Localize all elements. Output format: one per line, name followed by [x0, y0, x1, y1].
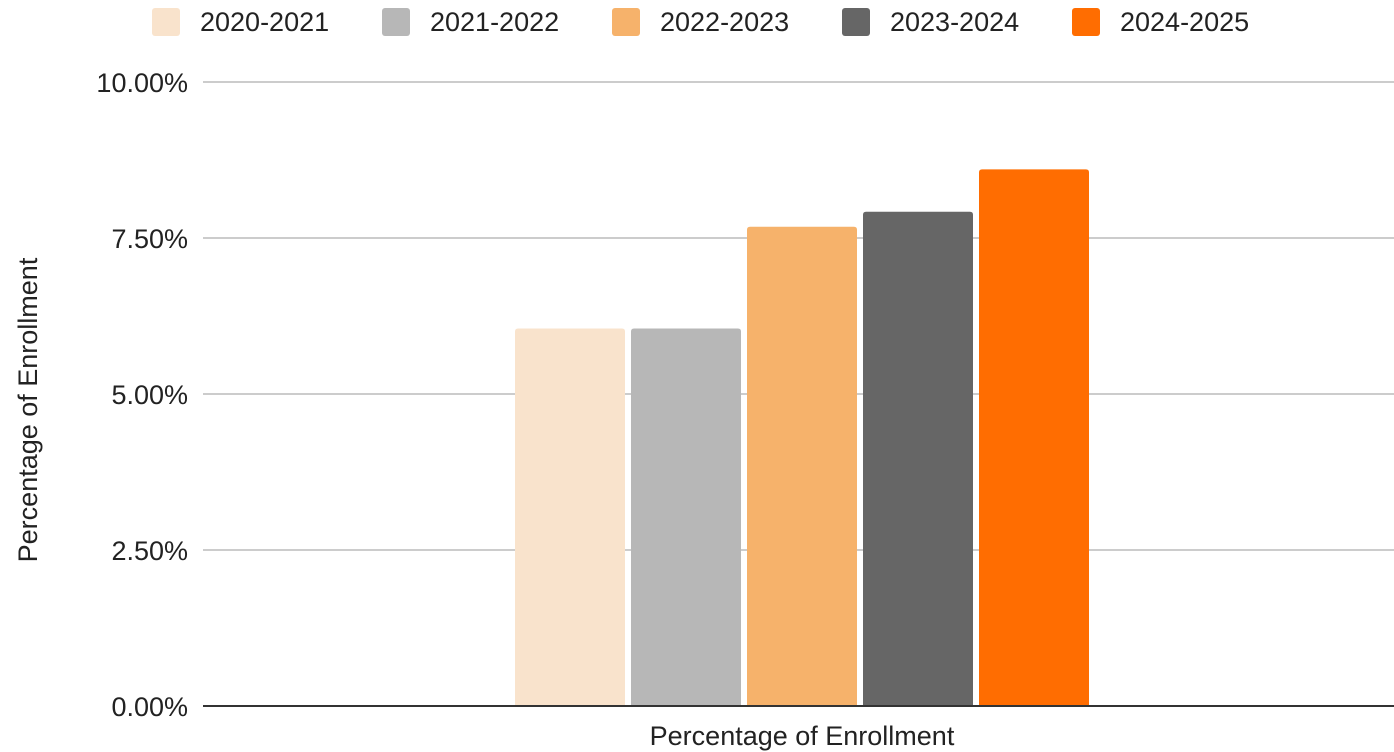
legend-swatch [382, 8, 410, 36]
legend-label: 2022-2023 [660, 7, 789, 37]
legend-swatch [842, 8, 870, 36]
legend-item-2023-2024[interactable]: 2023-2024 [842, 7, 1019, 37]
y-tick-label: 0.00% [111, 692, 188, 722]
bar-2023-2024[interactable] [863, 211, 973, 707]
y-tick-label: 2.50% [111, 536, 188, 566]
legend-item-2022-2023[interactable]: 2022-2023 [612, 7, 789, 37]
y-tick-label: 5.00% [111, 380, 188, 410]
y-tick-label: 10.00% [96, 68, 188, 98]
legend-swatch [152, 8, 180, 36]
legend-label: 2024-2025 [1120, 7, 1249, 37]
bar-2022-2023[interactable] [747, 226, 857, 706]
legend-item-2024-2025[interactable]: 2024-2025 [1072, 7, 1249, 37]
bar-2024-2025[interactable] [979, 169, 1089, 707]
x-axis-title: Percentage of Enrollment [650, 721, 955, 751]
legend-label: 2020-2021 [200, 7, 329, 37]
legend-swatch [1072, 8, 1100, 36]
legend-swatch [612, 8, 640, 36]
legend-item-2021-2022[interactable]: 2021-2022 [382, 7, 559, 37]
legend-label: 2021-2022 [430, 7, 559, 37]
y-tick-label: 7.50% [111, 224, 188, 254]
legend-item-2020-2021[interactable]: 2020-2021 [152, 7, 329, 37]
bar-2020-2021[interactable] [515, 328, 625, 706]
y-tick-labels: 0.00% 2.50% 5.00% 7.50% 10.00% [96, 68, 188, 722]
bar-2021-2022[interactable] [631, 328, 741, 706]
y-axis-title: Percentage of Enrollment [13, 257, 43, 562]
legend-label: 2023-2024 [890, 7, 1019, 37]
legend[interactable]: 2020-2021 2021-2022 2022-2023 2023-2024 2024… [152, 7, 1249, 37]
bars [515, 169, 1089, 707]
